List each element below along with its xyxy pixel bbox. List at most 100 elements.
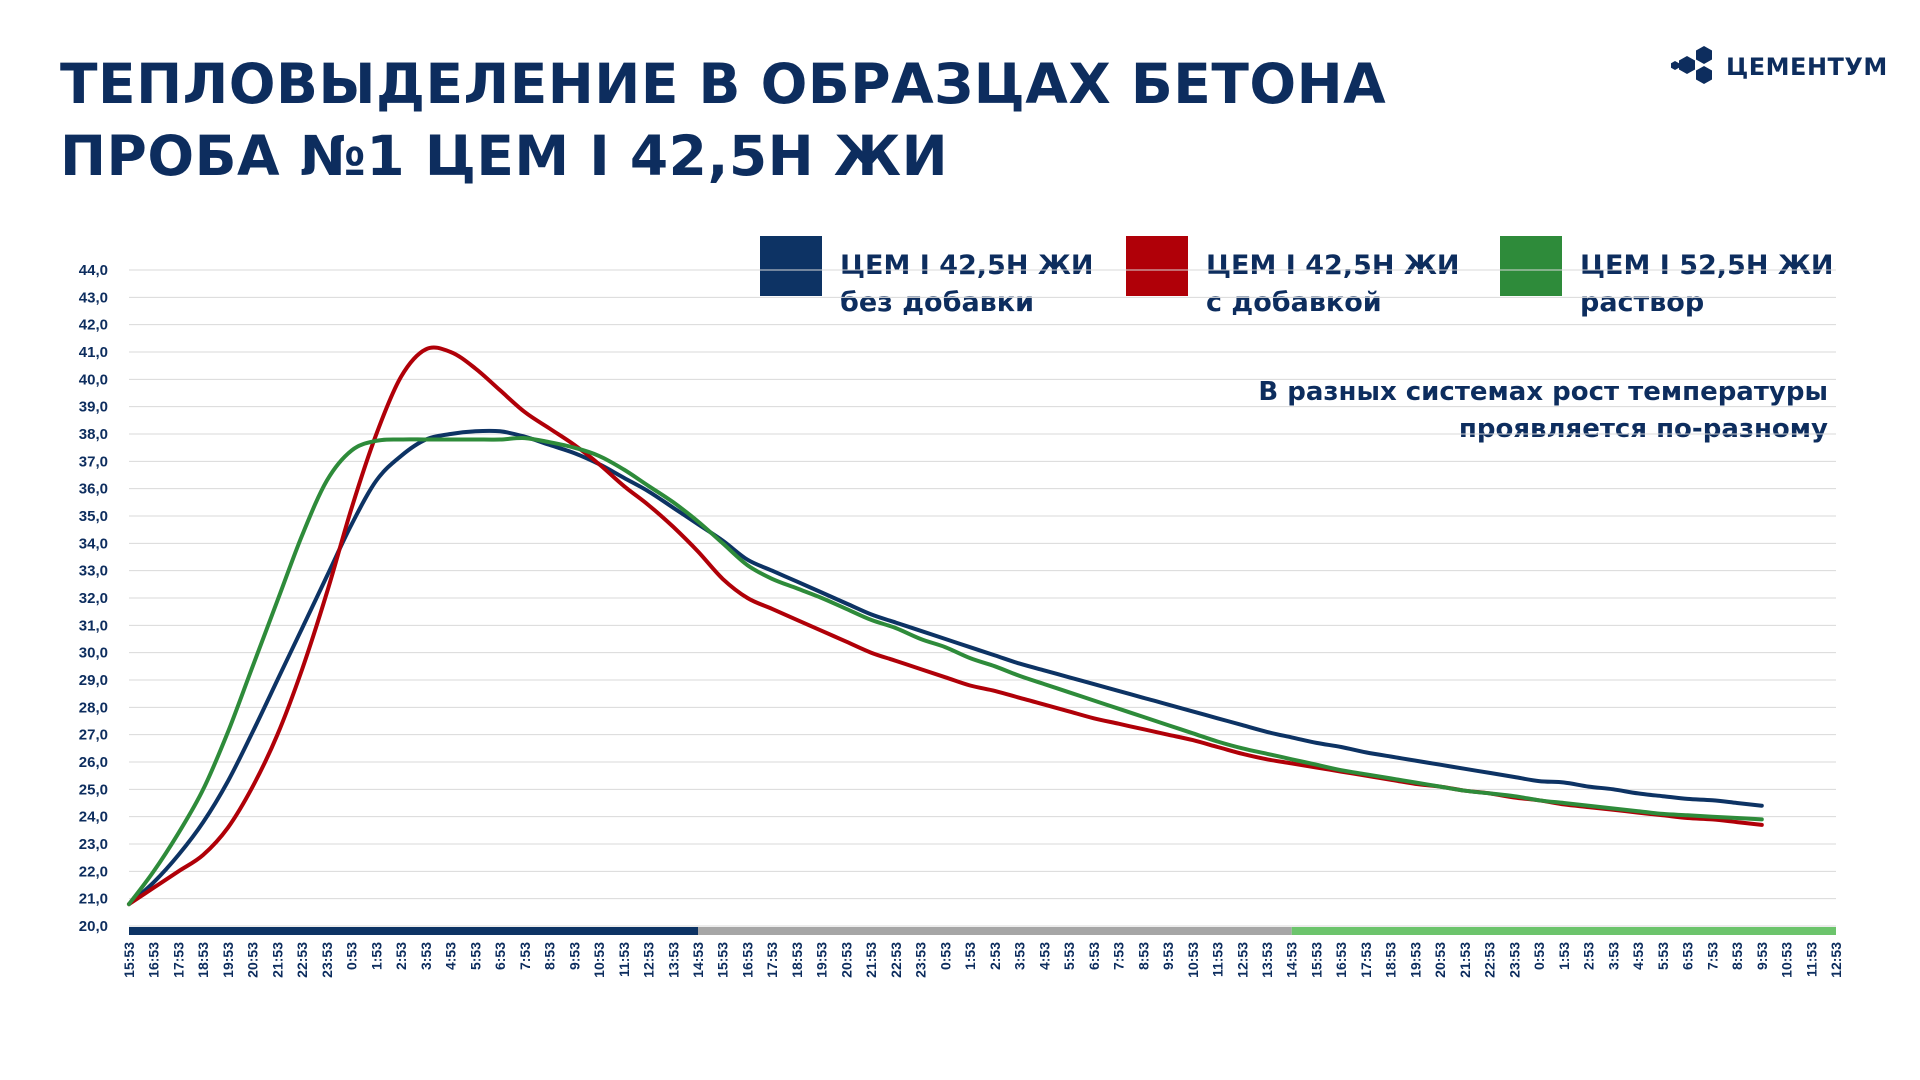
x-tick-label: 13:53 [665, 942, 681, 978]
x-tick-label: 8:53 [1135, 942, 1151, 970]
x-tick-label: 0:53 [937, 942, 953, 970]
y-tick-label: 37,0 [79, 453, 108, 470]
y-tick-label: 24,0 [79, 809, 108, 826]
x-tick-label: 11:53 [616, 942, 632, 977]
x-tick-label: 2:53 [393, 942, 409, 970]
x-tick-label: 1:53 [368, 942, 384, 970]
title-line-1: ТЕПЛОВЫДЕЛЕНИЕ В ОБРАЗЦАХ БЕТОНА [60, 52, 1387, 116]
x-tick-label: 6:53 [1680, 942, 1696, 970]
legend-swatch-1 [760, 236, 822, 296]
x-tick-label: 19:53 [814, 942, 830, 978]
x-tick-label: 1:53 [1556, 942, 1572, 970]
annotation-line-1: В разных системах рост температуры [1258, 377, 1828, 407]
x-tick-label: 23:53 [1506, 942, 1522, 978]
x-tick-label: 7:53 [1111, 942, 1127, 970]
x-tick-label: 22:53 [294, 942, 310, 978]
y-tick-label: 25,0 [79, 781, 108, 798]
x-tick-label: 18:53 [1383, 942, 1399, 978]
x-tick-label: 8:53 [1729, 942, 1745, 970]
y-tick-label: 26,0 [79, 754, 108, 771]
x-tick-label: 9:53 [566, 942, 582, 970]
x-tick-label: 11:53 [1803, 942, 1819, 977]
x-tick-label: 2:53 [1581, 942, 1597, 970]
x-tick-label: 8:53 [542, 942, 558, 970]
x-tick-label: 6:53 [1086, 942, 1102, 970]
x-tick-label: 22:53 [1482, 942, 1498, 978]
x-tick-label: 17:53 [1358, 942, 1374, 978]
y-tick-label: 33,0 [79, 563, 108, 580]
x-tick-label: 14:53 [1284, 942, 1300, 978]
y-tick-label: 42,0 [79, 317, 108, 334]
day-band [1291, 927, 1836, 935]
x-tick-label: 10:53 [1779, 942, 1795, 978]
x-tick-label: 20:53 [1432, 942, 1448, 978]
series-line-3 [127, 436, 1764, 907]
x-tick-label: 15:53 [1308, 942, 1324, 978]
legend-label-1-line1: ЦЕМ I 42,5Н ЖИ [840, 250, 1094, 281]
x-tick-label: 5:53 [1655, 942, 1671, 970]
x-tick-label: 19:53 [220, 942, 236, 978]
page-title: ТЕПЛОВЫДЕЛЕНИЕ В ОБРАЗЦАХ БЕТОНА ПРОБА №… [60, 48, 1386, 192]
x-tick-label: 13:53 [1259, 942, 1275, 978]
x-tick-label: 0:53 [1531, 942, 1547, 970]
x-tick-label: 2:53 [987, 942, 1003, 970]
series-line-1 [127, 428, 1764, 907]
x-tick-label: 3:53 [1605, 942, 1621, 970]
y-tick-label: 44,0 [79, 262, 108, 279]
day-band [129, 927, 698, 935]
x-tick-label: 5:53 [467, 942, 483, 970]
x-tick-label: 16:53 [1333, 942, 1349, 978]
legend-label-1-line2: без добавки [840, 287, 1035, 318]
y-tick-label: 35,0 [79, 508, 108, 525]
x-tick-label: 3:53 [418, 942, 434, 970]
x-tick-label: 4:53 [1036, 942, 1052, 970]
x-tick-label: 23:53 [319, 942, 335, 978]
legend-label-2: ЦЕМ I 42,5Н ЖИ с добавкой [1206, 247, 1459, 321]
y-tick-label: 36,0 [79, 481, 108, 498]
x-tick-label: 5:53 [1061, 942, 1077, 970]
company-logo: ЦЕМЕНТУМ [1668, 40, 1898, 96]
title-line-2: ПРОБА №1 ЦЕМ I 42,5Н ЖИ [60, 124, 949, 188]
y-tick-label: 29,0 [79, 672, 108, 689]
y-tick-label: 22,0 [79, 863, 108, 880]
y-tick-label: 28,0 [79, 699, 108, 716]
y-tick-label: 30,0 [79, 645, 108, 662]
x-tick-label: 21:53 [863, 942, 879, 978]
x-tick-label: 3:53 [1012, 942, 1028, 970]
y-tick-label: 39,0 [79, 399, 108, 416]
y-tick-label: 31,0 [79, 617, 108, 634]
x-tick-label: 15:53 [121, 942, 137, 978]
x-tick-label: 16:53 [146, 942, 162, 978]
x-tick-label: 23:53 [913, 942, 929, 978]
x-tick-label: 1:53 [962, 942, 978, 970]
x-tick-label: 17:53 [170, 942, 186, 978]
y-tick-label: 38,0 [79, 426, 108, 443]
x-tick-label: 4:53 [443, 942, 459, 970]
x-tick-label: 4:53 [1630, 942, 1646, 970]
legend-label-1: ЦЕМ I 42,5Н ЖИ без добавки [840, 247, 1093, 321]
day-band [698, 927, 1292, 935]
x-tick-label: 18:53 [789, 942, 805, 978]
x-tick-label: 20:53 [838, 942, 854, 978]
x-tick-label: 9:53 [1754, 942, 1770, 970]
x-tick-label: 16:53 [739, 942, 755, 978]
y-tick-label: 27,0 [79, 727, 108, 744]
x-tick-label: 11:53 [1210, 942, 1226, 977]
legend-label-2-line1: ЦЕМ I 42,5Н ЖИ [1206, 250, 1460, 281]
y-tick-label: 40,0 [79, 371, 108, 388]
x-tick-label: 19:53 [1407, 942, 1423, 978]
x-tick-label: 7:53 [1704, 942, 1720, 970]
legend-label-2-line2: с добавкой [1206, 287, 1382, 318]
legend-label-3-line1: ЦЕМ I 52,5Н ЖИ [1580, 250, 1834, 281]
annotation-line-2: проявляется по-разному [1458, 414, 1828, 444]
x-tick-label: 12:53 [1828, 942, 1844, 978]
x-tick-label: 7:53 [517, 942, 533, 970]
x-tick-label: 14:53 [690, 942, 706, 978]
x-tick-label: 6:53 [492, 942, 508, 970]
x-tick-label: 10:53 [1185, 942, 1201, 978]
y-tick-label: 21,0 [79, 891, 108, 908]
x-tick-label: 0:53 [344, 942, 360, 970]
y-tick-label: 43,0 [79, 289, 108, 306]
x-tick-label: 15:53 [715, 942, 731, 978]
